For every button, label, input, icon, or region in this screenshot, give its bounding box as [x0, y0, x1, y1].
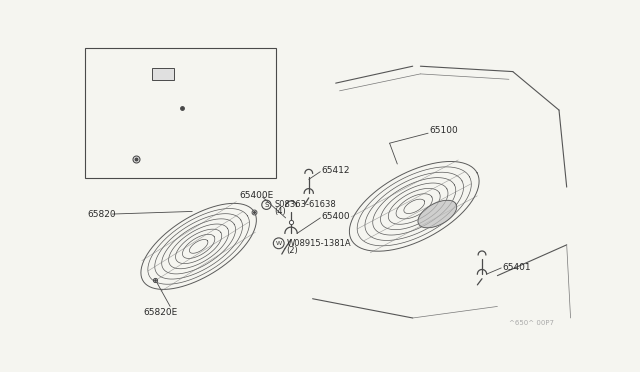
Bar	[86, 48, 276, 178]
Text: S08363-61638: S08363-61638	[274, 200, 336, 209]
Text: 65400E: 65400E	[239, 191, 274, 200]
Text: 65820E: 65820E	[143, 308, 177, 317]
Text: 65811 (LH): 65811 (LH)	[202, 76, 245, 85]
Text: 65400: 65400	[322, 212, 351, 221]
Text: W: W	[276, 241, 282, 246]
Text: (2): (2)	[287, 247, 298, 256]
Text: ^650^ 00P7: ^650^ 00P7	[509, 320, 554, 327]
Text: S: S	[264, 202, 269, 208]
Text: 65820: 65820	[88, 209, 116, 218]
Text: 65810B: 65810B	[164, 162, 193, 171]
Text: 65412: 65412	[322, 166, 350, 174]
Text: 65100: 65100	[429, 126, 458, 135]
Polygon shape	[418, 200, 457, 228]
Text: 65810 (RH): 65810 (RH)	[202, 68, 246, 78]
Text: 65401: 65401	[503, 263, 531, 272]
Text: FROM JULY-'80: FROM JULY-'80	[155, 58, 218, 67]
Text: 65100: 65100	[202, 95, 227, 104]
Text: W08915-1381A: W08915-1381A	[287, 239, 351, 248]
Text: (4): (4)	[274, 207, 286, 216]
Bar	[152, 68, 174, 80]
